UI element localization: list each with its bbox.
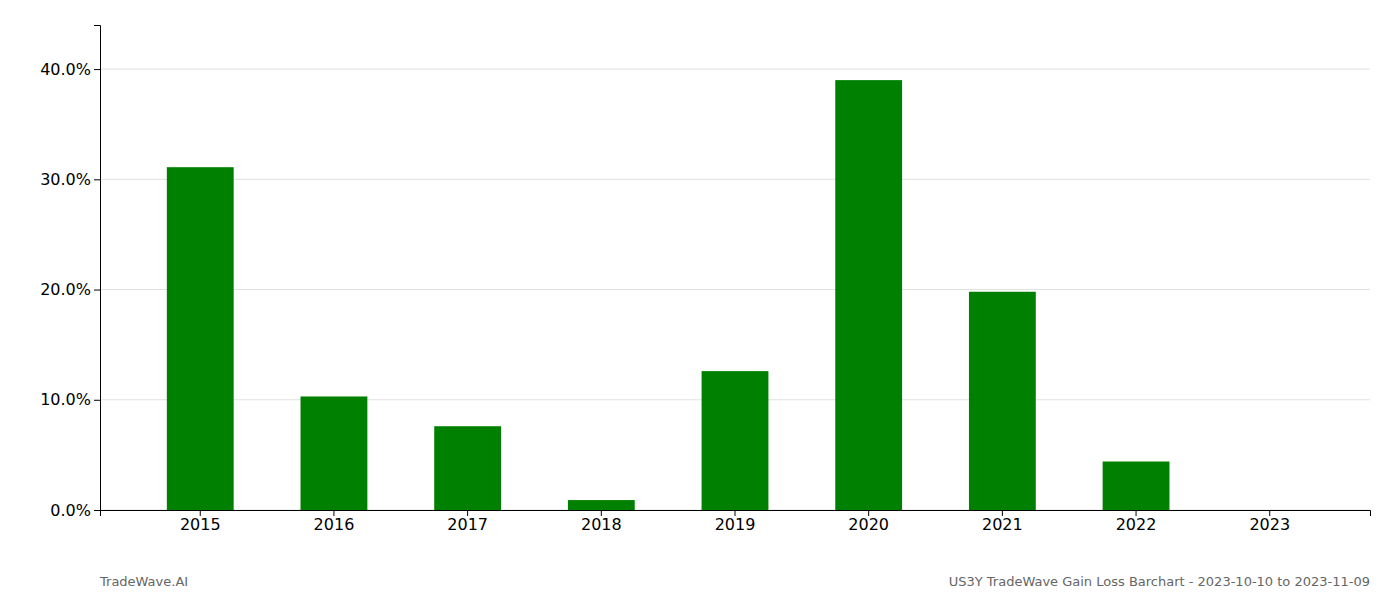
x-tick-label: 2020 xyxy=(848,515,889,534)
annotation: US3Y TradeWave Gain Loss Barchart - 2023… xyxy=(949,574,1370,589)
x-tick: 2023 xyxy=(1249,510,1290,534)
x-tick: 2021 xyxy=(982,510,1023,534)
bar xyxy=(167,167,234,510)
x-tick-label: 2018 xyxy=(581,515,622,534)
annotations: TradeWave.AI US3Y TradeWave Gain Loss Bar… xyxy=(99,574,1370,589)
y-tick-mark xyxy=(94,510,100,511)
x-tick-label: 2023 xyxy=(1249,515,1290,534)
x-tick: 2015 xyxy=(180,510,221,534)
x-tick-label: 2021 xyxy=(982,515,1023,534)
y-tick-label: 10.0% xyxy=(40,390,91,409)
bar xyxy=(301,396,368,510)
x-tick: 2018 xyxy=(581,510,622,534)
y-tick-mark xyxy=(94,400,100,401)
y-tick: 20.0% xyxy=(40,280,100,299)
bar xyxy=(434,426,501,510)
y-tick-mark xyxy=(94,290,100,291)
x-tick-label: 2016 xyxy=(314,515,355,534)
y-tick: 10.0% xyxy=(40,390,100,409)
grid-line xyxy=(100,179,1370,180)
y-tick: 0.0% xyxy=(50,501,100,520)
x-tick-label: 2015 xyxy=(180,515,221,534)
chart-svg: 0.0% 10.0% 20.0% 30.0% 40.0% 2015 2016 2017 2018… xyxy=(0,0,1400,600)
y-tick-mark xyxy=(94,179,100,180)
y-tick-label: 40.0% xyxy=(40,60,91,79)
grid-line xyxy=(100,69,1370,70)
bar xyxy=(568,500,635,510)
x-tick-label: 2019 xyxy=(715,515,756,534)
x-tick-label: 2022 xyxy=(1116,515,1157,534)
grid-line xyxy=(100,289,1370,290)
y-tick: 40.0% xyxy=(40,60,100,79)
bar xyxy=(835,80,902,510)
y-tick-label: 0.0% xyxy=(50,501,91,520)
x-tick: 2016 xyxy=(314,510,355,534)
y-axis: 0.0% 10.0% 20.0% 30.0% 40.0% xyxy=(40,26,100,520)
chart-container: 0.0% 10.0% 20.0% 30.0% 40.0% 2015 2016 2017 2018… xyxy=(0,0,1400,600)
y-tick-mark xyxy=(94,69,100,70)
x-axis: 2015 2016 2017 2018 2019 2020 2021 2022 2023 xyxy=(101,510,1371,534)
y-tick-label: 20.0% xyxy=(40,280,91,299)
grid xyxy=(100,69,1370,510)
x-tick: 2020 xyxy=(848,510,889,534)
annotation: TradeWave.AI xyxy=(99,574,188,589)
plot-area xyxy=(167,80,1170,510)
x-tick: 2022 xyxy=(1116,510,1157,534)
bar xyxy=(969,292,1036,510)
bar xyxy=(1236,510,1303,511)
y-tick: 30.0% xyxy=(40,170,100,189)
x-tick-label: 2017 xyxy=(447,515,488,534)
x-tick: 2019 xyxy=(715,510,756,534)
y-axis-line xyxy=(94,26,101,511)
bar xyxy=(702,371,769,510)
y-tick-label: 30.0% xyxy=(40,170,91,189)
bar xyxy=(1103,462,1170,511)
x-tick: 2017 xyxy=(447,510,488,534)
